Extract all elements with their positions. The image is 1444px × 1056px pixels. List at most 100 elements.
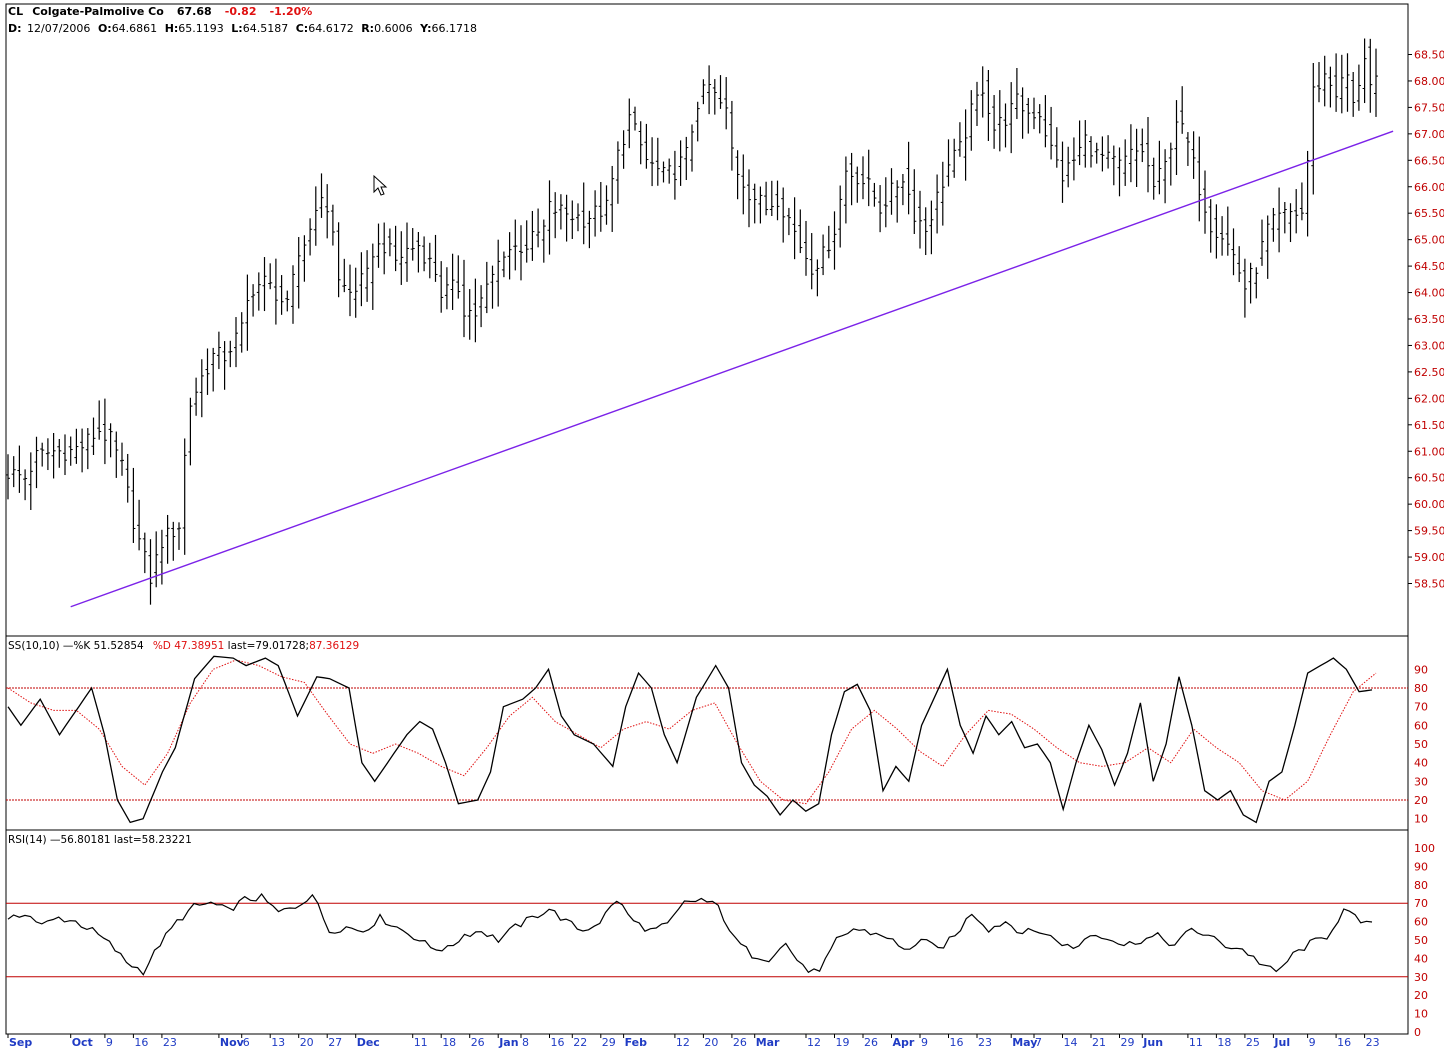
price-bar [792, 197, 797, 260]
price-bar [997, 90, 1002, 152]
price-bar [1271, 207, 1276, 242]
price-bar [986, 70, 991, 141]
price-bar [815, 259, 820, 297]
date-tick-label: 27 [328, 1036, 342, 1049]
price-change: -0.82 [225, 5, 257, 18]
rsi-tick-label: 20 [1414, 989, 1428, 1002]
price-bar [992, 95, 997, 149]
date-tick-label: 19 [836, 1036, 850, 1049]
price-tick-label: 59.00 [1414, 551, 1444, 564]
price-bar [878, 185, 883, 233]
price-tick-label: 67.00 [1414, 128, 1444, 141]
price-bar [330, 204, 335, 246]
ohlc-y-label: Y: [419, 22, 431, 35]
price-bar [1191, 131, 1196, 179]
date-tick-label: Jun [1142, 1036, 1163, 1049]
price-bar [1123, 139, 1128, 186]
price-bar [382, 222, 387, 275]
price-bar [387, 228, 392, 257]
price-bar [273, 258, 278, 325]
price-bar [427, 242, 432, 279]
price-bar [957, 122, 962, 157]
date-tick-label: 23 [1366, 1036, 1380, 1049]
price-bar [1037, 104, 1042, 134]
rsi-line [7, 893, 1373, 976]
price-bar [764, 181, 769, 216]
price-bar [422, 236, 427, 272]
price-bar [285, 290, 290, 312]
price-bar [1089, 136, 1093, 168]
price-bar [165, 514, 170, 564]
price-bar [758, 186, 763, 224]
price-bar [832, 211, 837, 270]
price-bar [114, 431, 119, 478]
date-tick-label: 21 [1092, 1036, 1106, 1049]
price-bar [348, 264, 352, 317]
price-bar [1265, 215, 1270, 279]
rsi-tick-label: 80 [1414, 879, 1428, 892]
price-bar [125, 453, 130, 503]
rsi-tick-label: 90 [1414, 860, 1428, 873]
date-tick-label: 14 [1064, 1036, 1078, 1049]
price-bar [131, 467, 136, 543]
price-bar [1237, 246, 1242, 283]
price-tick-label: 60.50 [1414, 472, 1444, 485]
price-bar [707, 65, 712, 115]
date-tick-label: 25 [1246, 1036, 1260, 1049]
date-tick-label: 18 [1217, 1036, 1231, 1049]
price-bar [1322, 55, 1327, 107]
price-bar [80, 428, 85, 473]
price-bar [610, 165, 615, 232]
rsi-tick-label: 50 [1414, 934, 1428, 947]
price-bar [1094, 142, 1099, 164]
price-bar [604, 185, 609, 225]
price-bar [97, 400, 102, 440]
price-bar [296, 237, 301, 309]
price-bar [741, 154, 746, 215]
price-bar [1203, 170, 1207, 234]
price-bar [467, 289, 472, 340]
price-bar [211, 347, 216, 392]
rsi-tick-label: 100 [1414, 842, 1435, 855]
price-bar [313, 186, 318, 246]
price-bar [849, 152, 854, 206]
price-bar [1260, 219, 1264, 266]
price-bar [171, 521, 176, 561]
price-bar [895, 180, 900, 223]
price-bar [724, 77, 729, 130]
price-bar [353, 267, 358, 318]
price-bar [821, 234, 826, 276]
price-bar [530, 210, 535, 261]
rsi-value: —56.80181 [47, 834, 111, 846]
price-tick-label: 61.50 [1414, 419, 1444, 432]
price-bar [1060, 141, 1065, 203]
price-bar [137, 499, 142, 551]
price-bar [1049, 106, 1054, 160]
price-bar [1214, 204, 1219, 259]
price-bar [650, 137, 655, 187]
date-tick-label: 13 [271, 1036, 285, 1049]
date-tick-label: Jul [1273, 1036, 1290, 1049]
rsi-tick-label: 10 [1414, 1008, 1428, 1021]
price-bar [1374, 48, 1378, 117]
ohlc-h-label: H: [165, 22, 179, 35]
price-bar [684, 136, 689, 181]
price-bar [900, 173, 905, 206]
price-bar [450, 253, 455, 310]
ticker-symbol: CL [8, 5, 23, 18]
price-bar [239, 312, 244, 353]
price-bar [251, 284, 256, 317]
stoch-tick-label: 70 [1414, 701, 1428, 714]
price-tick-label: 64.50 [1414, 260, 1444, 273]
price-tick-label: 66.00 [1414, 181, 1444, 194]
date-tick-label: 23 [163, 1036, 177, 1049]
price-bar [456, 255, 461, 299]
price-bar [1180, 86, 1185, 134]
price-bar [439, 261, 444, 313]
rsi-panel-frame [5, 829, 1409, 1035]
date-tick-label: 16 [1337, 1036, 1351, 1049]
date-tick-label: May [1012, 1036, 1037, 1049]
price-bar [547, 180, 552, 255]
price-bar [678, 140, 683, 186]
rsi-prefix: RSI(14) [8, 834, 47, 846]
